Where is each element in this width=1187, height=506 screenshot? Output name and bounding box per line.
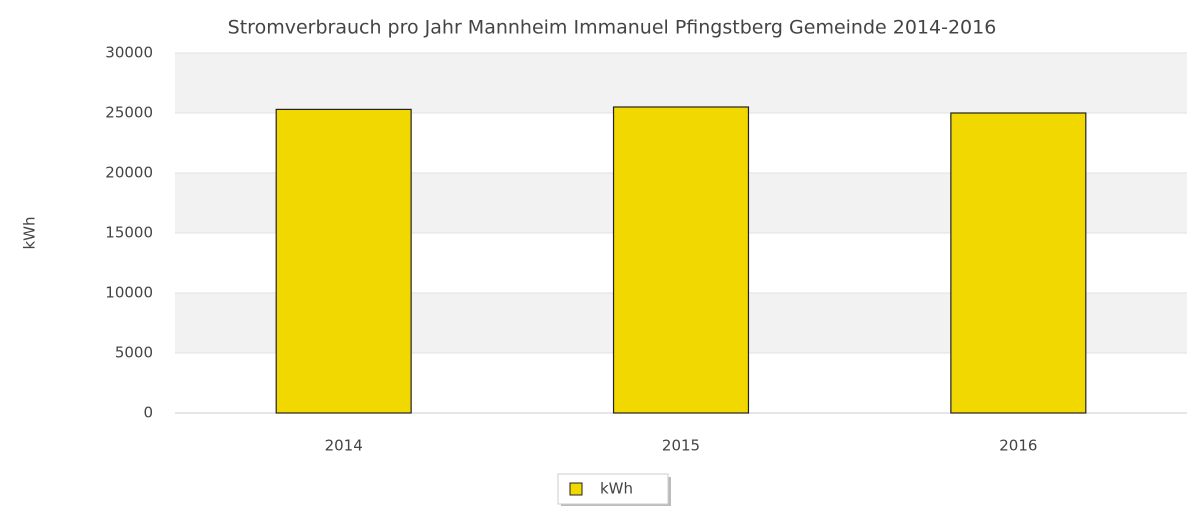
grid-band [175,53,1187,113]
bar [612,106,750,414]
x-tick-label: 2015 [662,437,700,455]
legend: kWh [557,473,671,506]
y-tick-label: 15000 [105,224,153,242]
y-axis-label: kWh [21,216,39,249]
x-tick-label: 2014 [325,437,363,455]
bar [950,112,1087,414]
y-tick-label: 25000 [105,104,153,122]
y-tick-label: 10000 [105,284,153,302]
chart-title: Stromverbrauch pro Jahr Mannheim Immanue… [228,17,997,39]
y-tick-label: 30000 [105,44,153,62]
legend-label: kWh [600,480,633,498]
x-tick-label: 2016 [999,437,1037,455]
y-tick-label: 5000 [115,344,153,362]
bar [275,108,412,414]
legend-swatch [569,482,583,496]
y-tick-label: 20000 [105,164,153,182]
y-tick-label: 0 [143,404,153,422]
